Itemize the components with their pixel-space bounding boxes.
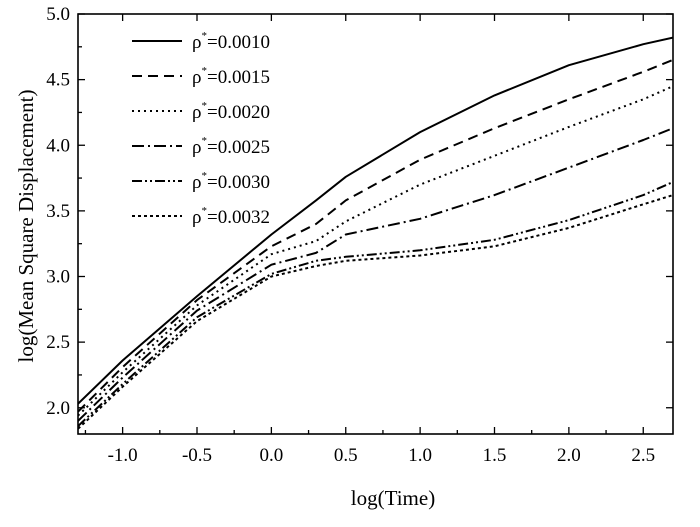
x-tick-label: 2.0 (557, 445, 581, 466)
series-line-2 (78, 58, 673, 413)
series-line-6 (78, 194, 673, 430)
x-tick-label: 1.5 (483, 445, 507, 466)
legend-label-2: ρ*=0.0015 (192, 65, 270, 88)
legend: ρ*=0.0010 ρ*=0.0015 ρ*=0.0020 ρ*=0.0025 ρ*=0… (132, 30, 270, 228)
series-line-4 (78, 127, 673, 422)
legend-label-5: ρ*=0.0030 (192, 170, 270, 193)
y-tick-label: 2.5 (46, 332, 70, 353)
x-tick-label: -0.5 (182, 445, 212, 466)
x-tick-label: 0.0 (260, 445, 284, 466)
legend-label-6: ρ*=0.0032 (192, 205, 270, 228)
plot-frame (77, 13, 674, 435)
series-line-3 (78, 85, 673, 417)
plot-area (78, 36, 673, 430)
y-tick-label: 5.0 (46, 4, 70, 25)
axes: -1.0 -0.5 0.0 0.5 1.0 1.5 2.0 2.5 2.0 2.5 3.0 3.5 4.… (46, 4, 674, 466)
x-tick-label: 2.5 (631, 445, 655, 466)
x-tick-label: 1.0 (408, 445, 432, 466)
y-tick-label: 3.5 (46, 201, 70, 222)
series-line-1 (78, 36, 673, 405)
y-tick-label: 2.0 (46, 398, 70, 419)
x-tick-label: 0.5 (334, 445, 358, 466)
y-tick-label: 4.5 (46, 70, 70, 91)
legend-label-1: ρ*=0.0010 (192, 30, 270, 53)
y-axis-title: log(Mean Square Displacement) (14, 90, 38, 363)
legend-label-4: ρ*=0.0025 (192, 135, 270, 158)
legend-label-3: ρ*=0.0020 (192, 100, 270, 123)
y-tick-label: 4.0 (46, 135, 70, 156)
y-tick-label: 3.0 (46, 267, 70, 288)
x-axis-title: log(Time) (351, 486, 435, 510)
series-line-5 (78, 181, 673, 427)
x-tick-label: -1.0 (108, 445, 138, 466)
